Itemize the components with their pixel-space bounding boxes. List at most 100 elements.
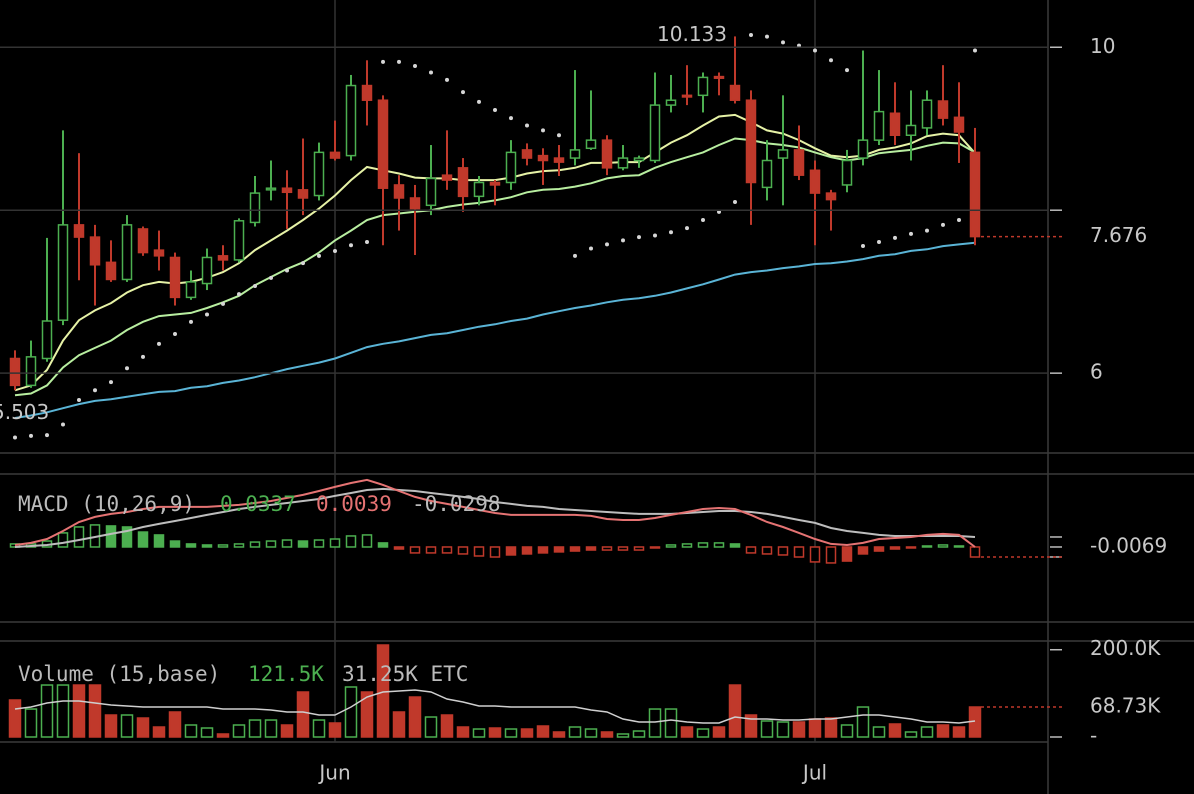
volume-bar bbox=[440, 714, 454, 738]
candle-body bbox=[649, 104, 661, 162]
macd-histogram-bar bbox=[825, 546, 837, 564]
sar-dot bbox=[637, 235, 641, 240]
macd-histogram-bar bbox=[153, 534, 165, 548]
sar-dot bbox=[77, 398, 81, 403]
sar-dot bbox=[285, 268, 289, 273]
sar-dot bbox=[125, 366, 129, 371]
volume-bar bbox=[264, 719, 278, 738]
macd-histogram-bar bbox=[857, 546, 869, 555]
sar-dot bbox=[877, 239, 881, 244]
volume-bar bbox=[344, 686, 358, 738]
sar-dot bbox=[237, 292, 241, 297]
macd-histogram-bar bbox=[425, 546, 437, 554]
candle-body bbox=[121, 224, 133, 281]
volume-bar bbox=[648, 708, 662, 738]
volume-title: Volume (15,base) bbox=[18, 662, 220, 686]
candle-body bbox=[249, 192, 261, 224]
x-tick-label: Jun bbox=[317, 761, 350, 785]
sar-dot bbox=[829, 58, 833, 63]
candle-body bbox=[889, 112, 901, 136]
volume-bar bbox=[536, 725, 550, 738]
last-value-label: 68.73K bbox=[1090, 694, 1161, 718]
macd-histogram-bar bbox=[569, 546, 581, 552]
candle-body bbox=[345, 84, 357, 157]
candle-body bbox=[313, 151, 325, 197]
macd-histogram-bar bbox=[601, 546, 613, 551]
macd-histogram-bar bbox=[505, 546, 517, 556]
sar-dot bbox=[653, 233, 657, 238]
sar-dot bbox=[365, 239, 369, 244]
sar-dot bbox=[477, 99, 481, 104]
sar-dot bbox=[61, 422, 65, 427]
candle-body bbox=[9, 357, 21, 387]
sar-dot bbox=[301, 261, 305, 266]
volume-bar bbox=[88, 684, 102, 738]
candle-body bbox=[633, 157, 645, 162]
sar-dot bbox=[45, 433, 49, 438]
volume-bar bbox=[152, 726, 166, 738]
macd-histogram-bar bbox=[169, 540, 181, 548]
candle-body bbox=[729, 84, 741, 101]
candle-body bbox=[217, 255, 229, 261]
sar-dot bbox=[749, 33, 753, 38]
macd-histogram-bar bbox=[777, 546, 789, 556]
moving-average-line bbox=[14, 241, 976, 419]
candle-body bbox=[329, 151, 341, 159]
volume-bar bbox=[808, 718, 822, 738]
candle-body bbox=[185, 281, 197, 299]
candle-body bbox=[137, 228, 149, 254]
candle-body bbox=[377, 99, 389, 189]
last-price-label: 7.676 bbox=[1090, 223, 1147, 247]
sar-dot bbox=[93, 388, 97, 393]
volume-bar bbox=[56, 684, 70, 738]
volume-bar bbox=[40, 684, 54, 738]
volume-bar bbox=[712, 726, 726, 738]
macd-legend-value: -0.0298 bbox=[412, 492, 501, 516]
volume-bar bbox=[952, 726, 966, 738]
sar-dot bbox=[845, 68, 849, 73]
macd-histogram-bar bbox=[137, 531, 149, 548]
macd-histogram-bar bbox=[185, 543, 197, 548]
macd-histogram-bar bbox=[889, 546, 901, 550]
candle-body bbox=[265, 187, 277, 191]
candle-body bbox=[665, 99, 677, 106]
macd-histogram-bar bbox=[121, 526, 133, 548]
candle-body bbox=[553, 157, 565, 163]
candle-body bbox=[569, 149, 581, 159]
macd-histogram-bar bbox=[793, 546, 805, 558]
sar-dot bbox=[621, 238, 625, 243]
sar-dot bbox=[557, 133, 561, 138]
sar-dot bbox=[29, 433, 33, 438]
volume-bar bbox=[200, 727, 214, 738]
volume-bar bbox=[488, 727, 502, 738]
low-label: 5.503 bbox=[0, 400, 49, 424]
volume-bar bbox=[664, 708, 678, 738]
macd-histogram-bar bbox=[313, 539, 325, 548]
sar-dot bbox=[525, 123, 529, 128]
volume-ma-line bbox=[14, 689, 976, 724]
volume-bar bbox=[744, 714, 758, 738]
volume-bar bbox=[632, 730, 646, 738]
candle-body bbox=[937, 100, 949, 119]
volume-bar bbox=[184, 724, 198, 738]
volume-bar bbox=[296, 691, 310, 738]
sar-dot bbox=[701, 217, 705, 222]
candle-body bbox=[681, 94, 693, 98]
sar-dot bbox=[381, 59, 385, 64]
candle-body bbox=[409, 197, 421, 210]
volume-bar bbox=[728, 684, 742, 738]
candle-body bbox=[393, 184, 405, 199]
volume-bar bbox=[840, 724, 854, 738]
candle-body bbox=[857, 139, 869, 159]
volume-bar bbox=[552, 731, 566, 738]
candle-body bbox=[745, 99, 757, 184]
volume-bar bbox=[328, 722, 342, 738]
volume-bar bbox=[408, 696, 422, 738]
macd-histogram-bar bbox=[809, 546, 821, 563]
y-tick-label: 6 bbox=[1090, 360, 1103, 384]
sar-dot bbox=[573, 253, 577, 258]
sar-dot bbox=[893, 235, 897, 240]
candle-body bbox=[201, 256, 213, 285]
